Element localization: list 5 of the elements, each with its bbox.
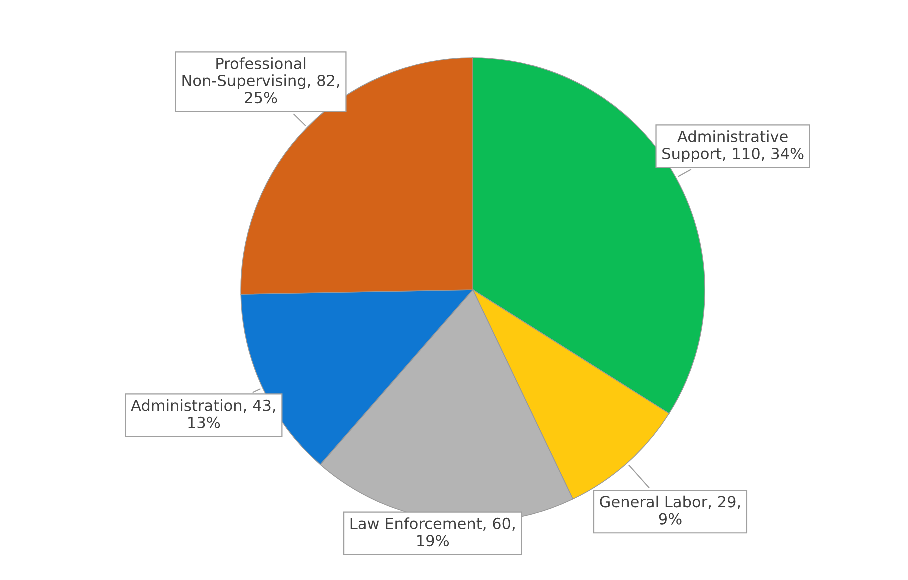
slice-label: Administrative Support, 110, 34%	[662, 130, 804, 162]
slice-label: Professional Non-Supervising, 82, 25%	[182, 58, 340, 104]
slice-label: General Labor, 29, 9%	[600, 496, 740, 525]
slice-label: Law Enforcement, 60, 19%	[350, 518, 515, 547]
slice-label: Administration, 43, 13%	[131, 400, 276, 428]
